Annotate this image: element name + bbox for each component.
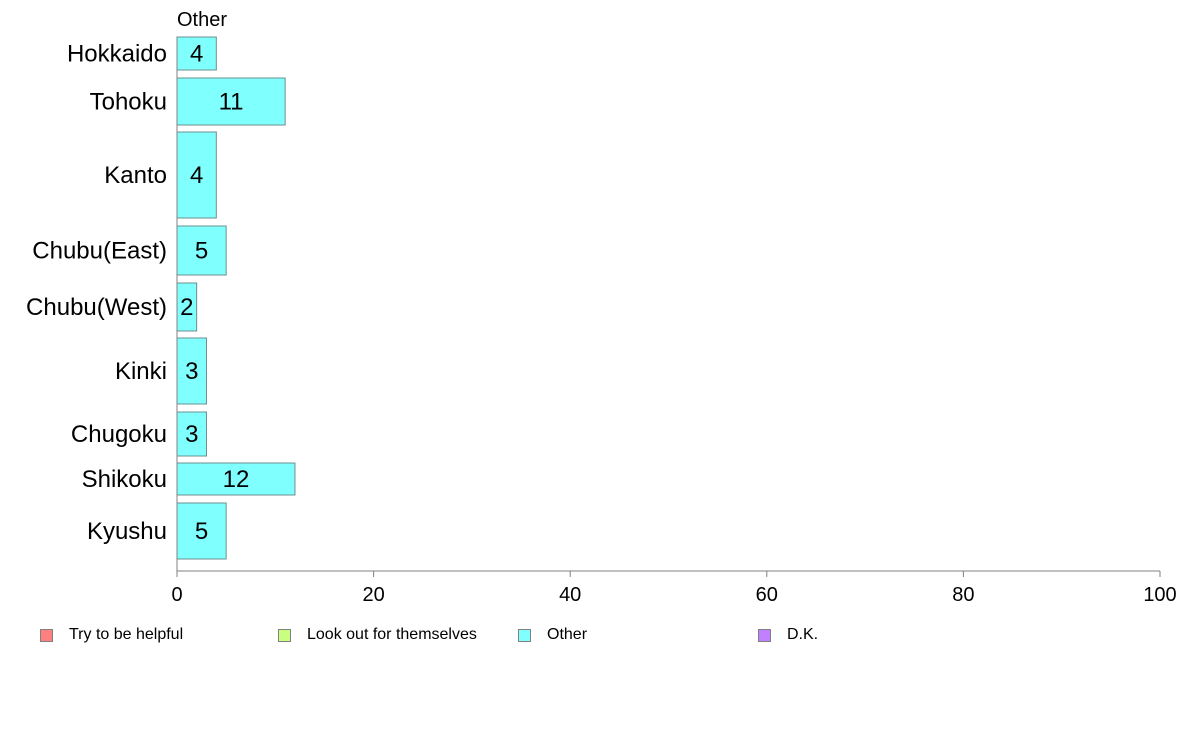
legend-label: Try to be helpful xyxy=(69,626,184,643)
legend-swatch xyxy=(758,628,771,642)
x-tick-label: 40 xyxy=(559,584,581,606)
category-label: Chubu(East) xyxy=(32,238,167,265)
chart-title: Other xyxy=(177,9,227,31)
x-tick-label: 20 xyxy=(362,584,384,606)
x-axis: 0 20 40 60 80 100 xyxy=(171,37,1177,606)
legend: Try to be helpful Look out for themselves… xyxy=(40,624,1140,646)
legend-item: Try to be helpful xyxy=(40,624,183,646)
bar-value-label: 2 xyxy=(180,294,193,321)
bar xyxy=(176,462,296,496)
bar-value-label: 4 xyxy=(190,162,203,189)
bar xyxy=(176,411,207,457)
category-label: Chubu(West) xyxy=(26,294,167,321)
bar-value-label: 5 xyxy=(195,238,208,265)
legend-label: D.K. xyxy=(787,626,819,643)
bar xyxy=(176,502,227,560)
legend-swatch xyxy=(278,628,291,642)
bar-value-label: 4 xyxy=(190,41,203,68)
legend-item: Look out for themselves xyxy=(278,624,477,646)
bar-value-label: 12 xyxy=(223,466,250,493)
bar-value-label: 3 xyxy=(185,358,198,385)
legend-item: D.K. xyxy=(758,624,818,646)
bar-value-label: 3 xyxy=(185,421,198,448)
bar xyxy=(176,77,286,126)
x-tick-label: 80 xyxy=(952,584,974,606)
x-tick-label: 0 xyxy=(171,584,182,606)
x-tick-label: 100 xyxy=(1143,584,1176,606)
legend-item: Other xyxy=(518,624,587,646)
legend-label: Look out for themselves xyxy=(307,626,477,643)
bar xyxy=(176,36,217,71)
bar xyxy=(176,131,217,219)
category-label: Kanto xyxy=(104,162,167,189)
category-label: Shikoku xyxy=(82,466,167,493)
category-label: Chugoku xyxy=(71,421,167,448)
legend-label: Other xyxy=(547,626,588,643)
category-label: Hokkaido xyxy=(67,41,167,68)
legend-swatch xyxy=(40,628,53,642)
category-label: Kyushu xyxy=(87,518,167,545)
category-labels: Hokkaido Tohoku Kanto Chubu(East) Chubu(West… xyxy=(26,41,167,546)
bars xyxy=(176,36,296,560)
bar-value-label: 11 xyxy=(219,89,244,116)
category-label: Kinki xyxy=(115,358,167,385)
bar-value-label: 5 xyxy=(195,518,208,545)
category-label: Tohoku xyxy=(90,89,167,116)
bar-value-labels: 4 11 4 5 2 3 3 12 5 xyxy=(180,41,249,546)
x-tick-label: 60 xyxy=(756,584,778,606)
legend-swatch xyxy=(518,628,531,642)
